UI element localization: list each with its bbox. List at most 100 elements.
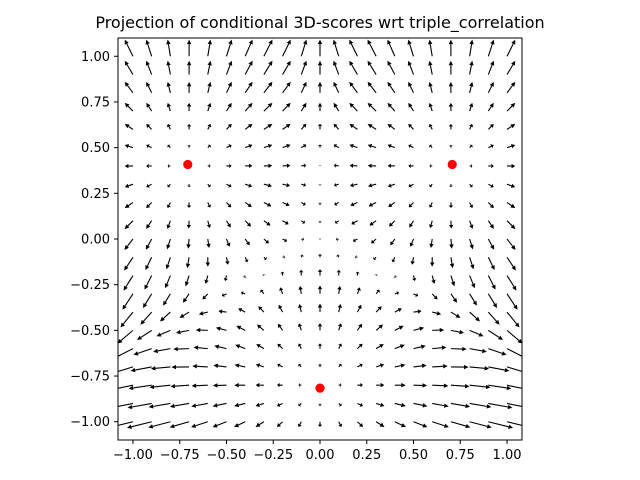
field-arrow	[469, 123, 474, 130]
field-arrow	[124, 183, 134, 188]
field-arrow	[215, 326, 227, 331]
field-arrow	[469, 220, 474, 229]
field-arrow	[169, 421, 190, 429]
field-arrow	[124, 220, 134, 230]
field-arrow	[375, 289, 380, 295]
field-arrow	[202, 293, 209, 300]
field-arrow	[221, 292, 227, 297]
field-arrow	[355, 254, 358, 260]
y-tick-label: −1.00	[70, 415, 110, 430]
field-arrow	[282, 143, 291, 149]
y-tick-label: 0.25	[81, 187, 110, 202]
field-arrow	[146, 102, 153, 112]
field-arrow	[351, 220, 358, 225]
field-arrow	[278, 304, 284, 313]
field-arrow	[145, 257, 153, 271]
y-tick-label: 0.00	[81, 233, 110, 248]
field-arrow	[317, 403, 323, 406]
field-arrow	[487, 39, 495, 57]
field-arrow	[338, 403, 342, 407]
field-arrow	[428, 60, 433, 75]
field-arrow	[450, 421, 471, 429]
field-arrow	[317, 184, 323, 186]
field-arrow	[450, 402, 471, 409]
field-arrow	[355, 271, 360, 276]
field-arrow	[124, 202, 134, 209]
field-arrow	[207, 144, 211, 149]
field-arrow	[124, 144, 134, 149]
field-arrow	[236, 325, 246, 331]
field-arrow	[263, 201, 272, 207]
x-tick-label: 0.75	[446, 448, 475, 463]
field-arrow	[333, 123, 340, 130]
field-arrow	[255, 363, 265, 368]
field-arrow	[301, 144, 307, 149]
x-tick-label: 0.00	[306, 448, 335, 463]
field-arrow	[166, 81, 171, 93]
field-arrow	[205, 257, 210, 267]
x-tick-label: −0.25	[253, 448, 293, 463]
field-arrow	[338, 343, 343, 349]
field-arrow	[186, 202, 192, 208]
field-arrow	[506, 102, 516, 112]
field-arrow	[432, 421, 449, 428]
field-arrow	[469, 293, 477, 306]
field-arrow	[226, 123, 232, 130]
field-arrow	[140, 311, 153, 325]
field-arrow	[448, 39, 454, 57]
field-arrow	[124, 102, 134, 112]
field-arrow	[300, 123, 307, 130]
field-arrow	[336, 269, 341, 276]
field-arrow	[225, 39, 233, 57]
field-arrow	[488, 329, 503, 340]
field-arrow	[298, 382, 302, 388]
field-arrow	[156, 329, 171, 337]
field-arrow	[145, 238, 153, 250]
field-arrow	[469, 366, 490, 371]
field-arrow	[282, 220, 289, 225]
field-arrow	[356, 287, 361, 295]
field-arrow	[506, 329, 522, 344]
field-arrow	[413, 383, 428, 388]
field-arrow	[130, 366, 152, 373]
field-arrow	[212, 402, 227, 408]
field-arrow	[469, 238, 474, 250]
field-arrow	[317, 323, 323, 331]
field-arrow	[349, 39, 358, 57]
field-arrow	[146, 163, 152, 169]
field-arrow	[469, 421, 492, 429]
field-arrow	[357, 382, 363, 388]
field-arrow	[244, 102, 253, 112]
x-tick-label: 0.25	[352, 448, 381, 463]
field-arrow	[394, 363, 406, 368]
field-arrow	[317, 421, 323, 427]
field-arrow	[175, 329, 190, 335]
field-arrow	[387, 39, 396, 57]
field-arrow	[166, 102, 172, 112]
field-arrow	[448, 220, 454, 229]
field-arrow	[450, 364, 469, 370]
field-arrow	[469, 311, 480, 322]
field-arrow	[432, 345, 447, 350]
field-arrow	[408, 202, 414, 208]
field-arrow	[448, 60, 454, 75]
field-arrow	[428, 39, 433, 57]
field-arrow	[300, 102, 307, 112]
field-arrow	[367, 144, 377, 149]
field-arrow	[488, 402, 513, 410]
field-arrow	[242, 275, 247, 278]
x-tick-label: −0.75	[160, 448, 200, 463]
field-arrow	[317, 144, 323, 148]
field-arrow	[277, 343, 283, 350]
field-arrow	[166, 238, 171, 250]
field-arrow	[277, 382, 283, 388]
field-arrow	[282, 182, 291, 188]
field-arrow	[244, 39, 253, 57]
field-arrow	[212, 383, 227, 388]
field-arrow	[300, 254, 304, 258]
field-arrow	[506, 81, 516, 94]
critical-point	[447, 159, 457, 170]
field-arrow	[407, 39, 415, 57]
field-arrow	[277, 402, 283, 407]
field-arrow	[186, 123, 192, 130]
